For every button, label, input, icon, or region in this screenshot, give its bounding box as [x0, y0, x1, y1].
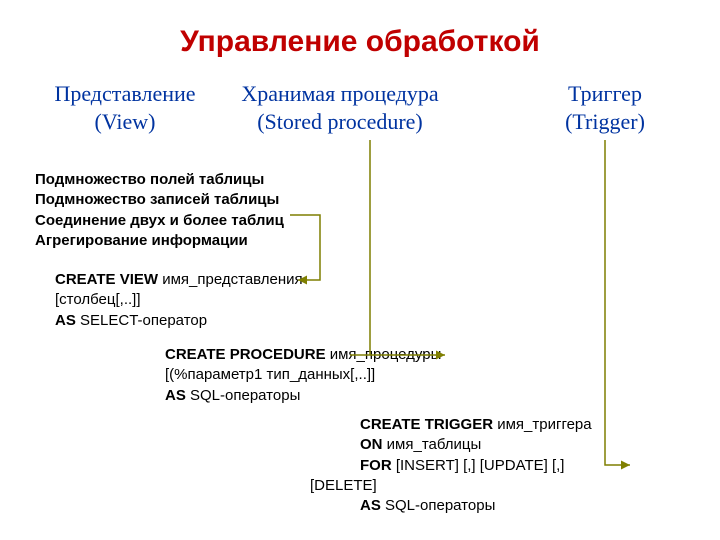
column-header-view-ru: Представление — [54, 81, 195, 106]
slide-title: Управление обработкой — [0, 25, 720, 59]
create-procedure-block: CREATE PROCEDURE имя_процедуры [(%параме… — [165, 345, 441, 406]
create-trigger-for-rest: [INSERT] [,] [UPDATE] [,] — [392, 457, 565, 474]
create-view-line3: AS SELECT-оператор — [55, 311, 303, 331]
create-procedure-line1: CREATE PROCEDURE имя_процедуры — [165, 345, 441, 365]
create-procedure-as: AS — [165, 387, 186, 404]
column-header-trig-ru: Триггер — [568, 81, 642, 106]
bullet-3: Соединение двух и более таблиц — [35, 211, 284, 231]
create-trigger-on: ON — [360, 436, 383, 453]
create-trigger-line2: ON имя_таблицы — [360, 435, 592, 455]
create-trigger-name: имя_триггера — [493, 416, 592, 433]
bullet-list: Подмножество полей таблицы Подмножество … — [35, 170, 284, 251]
create-trigger-as: AS — [360, 497, 381, 514]
create-procedure-kw: CREATE PROCEDURE — [165, 346, 326, 363]
bullet-4: Агрегирование информации — [35, 231, 284, 251]
create-view-line1: CREATE VIEW имя_представления — [55, 270, 303, 290]
create-view-line2: [столбец[,..]] — [55, 290, 303, 310]
create-trigger-table: имя_таблицы — [383, 436, 482, 453]
create-view-as: AS — [55, 312, 76, 329]
column-header-proc-en: (Stored procedure) — [220, 108, 460, 136]
column-header-proc-ru: Хранимая процедура — [241, 81, 438, 106]
create-view-select: SELECT-оператор — [76, 312, 207, 329]
column-header-view-en: (View) — [45, 108, 205, 136]
bullet-1: Подмножество полей таблицы — [35, 170, 284, 190]
create-trigger-line3: FOR [INSERT] [,] [UPDATE] [,] — [360, 456, 592, 476]
column-header-trig: Триггер (Trigger) — [545, 80, 665, 135]
create-trigger-kw: CREATE TRIGGER — [360, 416, 493, 433]
create-view-block: CREATE VIEW имя_представления [столбец[,… — [55, 270, 303, 331]
bullet-2: Подмножество записей таблицы — [35, 190, 284, 210]
create-procedure-line3: AS SQL-операторы — [165, 386, 441, 406]
column-header-trig-en: (Trigger) — [545, 108, 665, 136]
create-trigger-line1: CREATE TRIGGER имя_триггера — [360, 415, 592, 435]
create-procedure-rest: SQL-операторы — [186, 387, 301, 404]
create-view-name: имя_представления — [158, 271, 303, 288]
column-header-proc: Хранимая процедура (Stored procedure) — [220, 80, 460, 135]
create-trigger-line4: [DELETE] — [310, 476, 592, 496]
column-header-view: Представление (View) — [45, 80, 205, 135]
create-trigger-block: CREATE TRIGGER имя_триггера ON имя_табли… — [310, 415, 592, 516]
create-trigger-line5: AS SQL-операторы — [360, 496, 592, 516]
create-procedure-line2: [(%параметр1 тип_данных[,..]] — [165, 365, 441, 385]
create-trigger-for: FOR — [360, 457, 392, 474]
create-procedure-name: имя_процедуры — [326, 346, 442, 363]
create-view-kw: CREATE VIEW — [55, 271, 158, 288]
create-trigger-rest: SQL-операторы — [381, 497, 496, 514]
